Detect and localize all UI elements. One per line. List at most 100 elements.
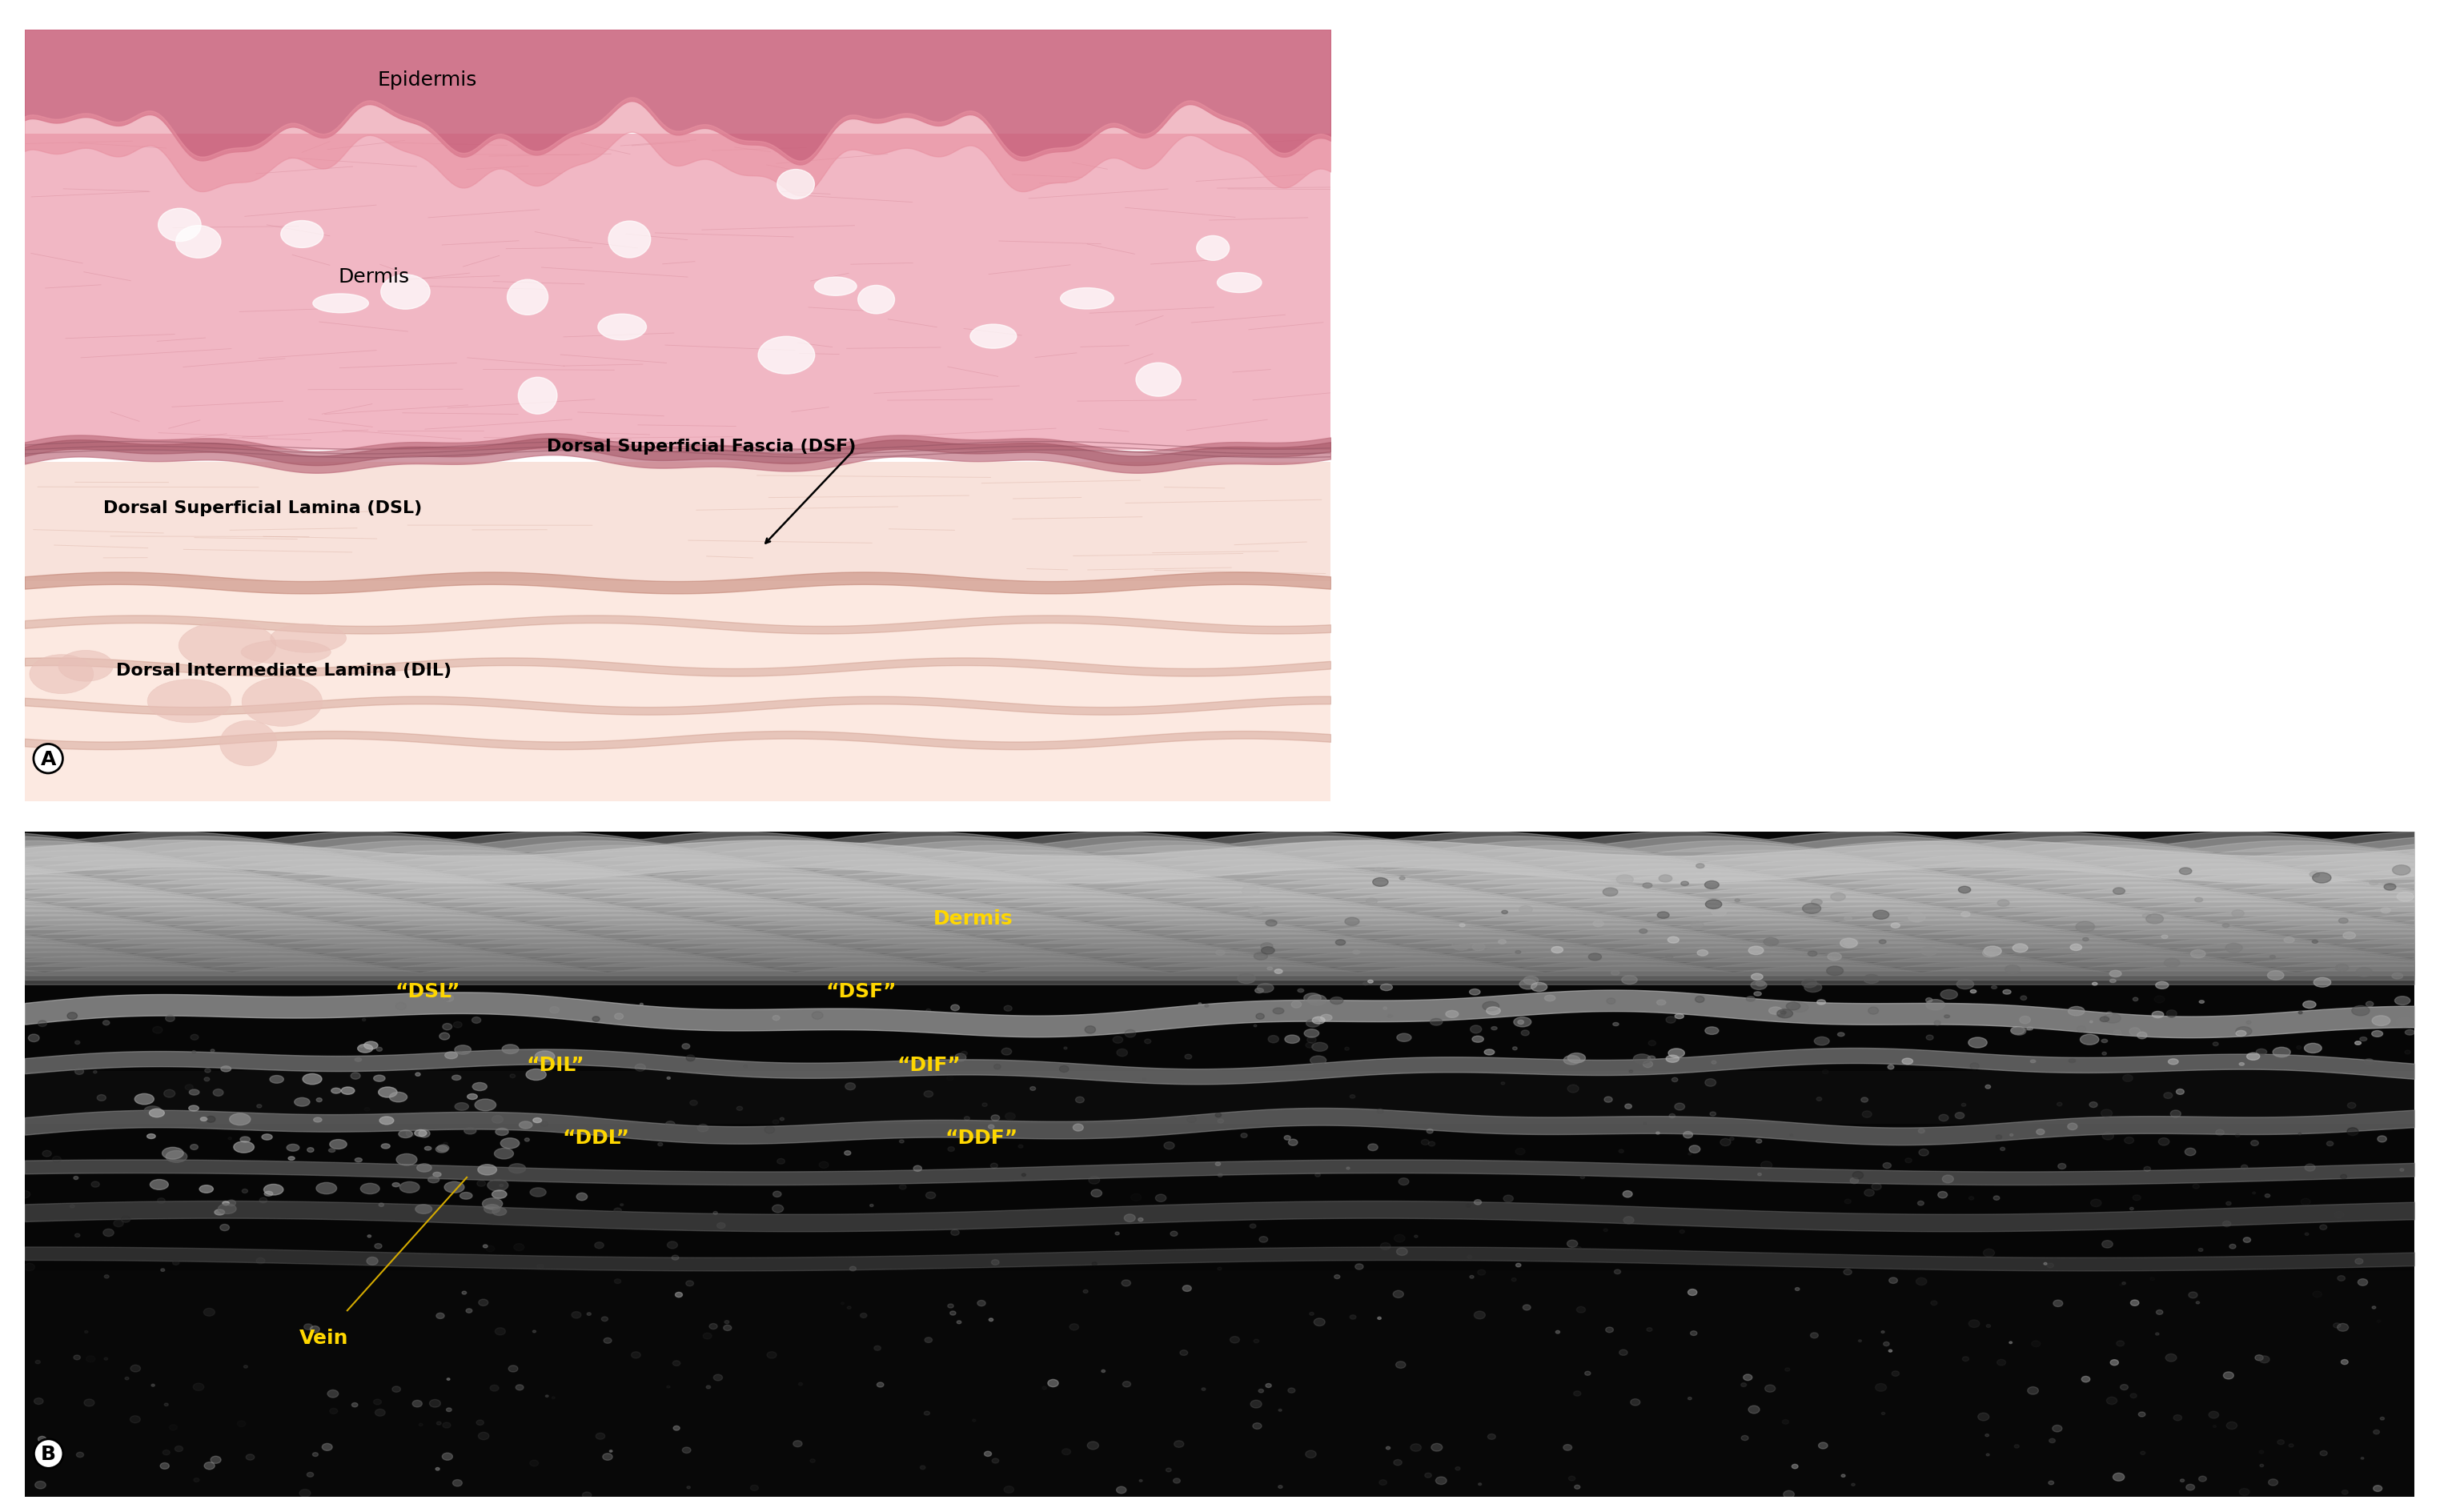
Ellipse shape [609, 222, 650, 259]
Ellipse shape [1922, 947, 1937, 956]
Ellipse shape [2151, 1012, 2163, 1018]
Ellipse shape [1138, 1480, 1143, 1482]
Ellipse shape [2129, 1028, 2141, 1036]
Ellipse shape [1853, 1172, 1863, 1179]
Ellipse shape [2242, 1237, 2250, 1243]
Ellipse shape [340, 1087, 355, 1095]
Ellipse shape [2168, 1058, 2178, 1064]
Ellipse shape [2378, 1136, 2388, 1142]
Ellipse shape [1126, 1030, 1136, 1037]
Ellipse shape [978, 1300, 986, 1306]
Ellipse shape [158, 1198, 165, 1204]
Ellipse shape [687, 1486, 690, 1489]
Ellipse shape [2092, 983, 2097, 986]
Ellipse shape [510, 1075, 515, 1078]
Ellipse shape [1249, 907, 1264, 915]
Ellipse shape [1910, 913, 1924, 922]
Bar [25, 1270, 2415, 1497]
Ellipse shape [434, 1172, 441, 1176]
Ellipse shape [355, 1058, 362, 1061]
Ellipse shape [1754, 992, 1762, 996]
Ellipse shape [2178, 868, 2193, 875]
Ellipse shape [74, 1176, 79, 1179]
Ellipse shape [2235, 1027, 2252, 1036]
Ellipse shape [1387, 1447, 1390, 1450]
Ellipse shape [2102, 1052, 2107, 1055]
Ellipse shape [1345, 1167, 1350, 1170]
Ellipse shape [1466, 1255, 1471, 1258]
Ellipse shape [1607, 1328, 1614, 1332]
Ellipse shape [811, 1459, 816, 1462]
Ellipse shape [636, 1064, 646, 1072]
Ellipse shape [42, 1151, 52, 1157]
Ellipse shape [375, 1244, 382, 1249]
Ellipse shape [2341, 1175, 2346, 1179]
Ellipse shape [2129, 1208, 2134, 1210]
Ellipse shape [67, 1013, 76, 1019]
Ellipse shape [991, 1114, 1000, 1120]
Ellipse shape [1363, 983, 1368, 986]
Ellipse shape [37, 1021, 47, 1027]
Ellipse shape [219, 1225, 229, 1231]
Ellipse shape [2240, 1063, 2245, 1066]
Ellipse shape [1377, 1110, 1382, 1114]
Ellipse shape [264, 1191, 274, 1196]
Ellipse shape [1777, 1010, 1786, 1018]
Ellipse shape [352, 1403, 357, 1408]
Ellipse shape [222, 1066, 232, 1072]
Ellipse shape [2373, 1430, 2380, 1435]
Ellipse shape [1483, 1049, 1493, 1055]
Ellipse shape [875, 1346, 880, 1350]
Ellipse shape [256, 1105, 261, 1108]
Ellipse shape [222, 1202, 229, 1205]
Ellipse shape [1616, 875, 1634, 885]
Ellipse shape [1730, 1137, 1735, 1140]
Ellipse shape [436, 1421, 441, 1424]
Ellipse shape [1072, 1123, 1084, 1131]
Ellipse shape [1656, 1132, 1661, 1134]
Ellipse shape [2023, 1025, 2030, 1030]
Ellipse shape [379, 1204, 384, 1207]
Ellipse shape [2311, 872, 2331, 883]
Ellipse shape [1890, 1278, 1897, 1284]
Ellipse shape [2333, 1211, 2343, 1219]
Ellipse shape [530, 1188, 547, 1198]
Ellipse shape [451, 1075, 461, 1081]
Ellipse shape [1843, 939, 1858, 947]
Ellipse shape [2048, 1263, 2053, 1269]
Ellipse shape [379, 1087, 397, 1098]
Ellipse shape [683, 1447, 690, 1453]
Ellipse shape [1624, 1191, 1631, 1198]
Ellipse shape [2240, 1488, 2250, 1495]
Ellipse shape [1816, 999, 1826, 1005]
Ellipse shape [1984, 947, 2001, 956]
Ellipse shape [2309, 872, 2319, 877]
Ellipse shape [926, 1191, 936, 1199]
Ellipse shape [2048, 1480, 2055, 1485]
Ellipse shape [1279, 1409, 1281, 1411]
Ellipse shape [673, 1255, 678, 1259]
Ellipse shape [2274, 1022, 2282, 1025]
Ellipse shape [1242, 886, 1259, 897]
Ellipse shape [2267, 971, 2284, 980]
Ellipse shape [1262, 943, 1274, 950]
Ellipse shape [219, 721, 276, 767]
Ellipse shape [1380, 984, 1392, 990]
Ellipse shape [1604, 888, 1619, 897]
Ellipse shape [34, 1482, 47, 1489]
Ellipse shape [1887, 1064, 1895, 1069]
Ellipse shape [1784, 1491, 1794, 1498]
Ellipse shape [190, 1105, 200, 1111]
Ellipse shape [1858, 1340, 1860, 1343]
Ellipse shape [91, 1181, 99, 1187]
Ellipse shape [136, 1093, 153, 1105]
Ellipse shape [1471, 1036, 1483, 1043]
Ellipse shape [2067, 1007, 2085, 1016]
Ellipse shape [207, 1116, 214, 1122]
Ellipse shape [414, 1129, 426, 1137]
Ellipse shape [956, 1321, 961, 1325]
Ellipse shape [513, 1244, 525, 1250]
Ellipse shape [604, 1453, 614, 1461]
Ellipse shape [774, 1016, 779, 1021]
Ellipse shape [1003, 1005, 1013, 1012]
